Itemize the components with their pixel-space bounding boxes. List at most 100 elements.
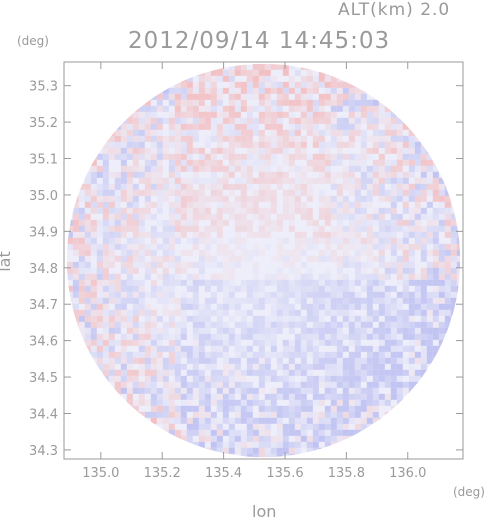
radar-cell — [174, 183, 181, 190]
radar-cell — [198, 255, 205, 262]
radar-cell — [378, 141, 385, 148]
radar-cell — [450, 237, 457, 244]
radar-cell — [342, 309, 349, 316]
radar-cell — [90, 201, 97, 208]
radar-cell — [426, 189, 433, 196]
radar-cell — [378, 189, 385, 196]
radar-cell — [348, 303, 355, 310]
radar-cell — [144, 267, 151, 274]
radar-cell — [282, 321, 289, 328]
x-axis-unit: (deg) — [453, 485, 485, 499]
radar-cell — [348, 339, 355, 346]
radar-cell — [348, 387, 355, 394]
radar-cell — [282, 435, 289, 442]
radar-cell — [324, 99, 331, 106]
radar-cell — [222, 171, 229, 178]
radar-cell — [336, 327, 343, 334]
radar-cell — [282, 201, 289, 208]
radar-cell — [228, 363, 235, 370]
radar-cell — [102, 327, 109, 334]
radar-cell — [252, 327, 259, 334]
radar-cell — [372, 387, 379, 394]
radar-cell — [372, 111, 379, 118]
radar-cell — [300, 369, 307, 376]
radar-cell — [114, 291, 121, 298]
radar-cell — [180, 189, 187, 196]
radar-cell — [288, 135, 295, 142]
radar-cell — [312, 237, 319, 244]
radar-cell — [396, 237, 403, 244]
radar-cell — [108, 129, 115, 136]
radar-cell — [408, 207, 415, 214]
radar-cell — [186, 135, 193, 142]
radar-cell — [258, 303, 265, 310]
radar-cell — [306, 189, 313, 196]
radar-cell — [150, 399, 157, 406]
radar-cell — [282, 303, 289, 310]
radar-cell — [420, 249, 427, 256]
radar-cell — [354, 351, 361, 358]
radar-cell — [294, 345, 301, 352]
radar-cell — [252, 387, 259, 394]
radar-cell — [342, 303, 349, 310]
radar-cell — [246, 423, 253, 430]
radar-cell — [360, 429, 367, 436]
radar-cell — [330, 411, 337, 418]
radar-cell — [222, 261, 229, 268]
radar-cell — [204, 387, 211, 394]
radar-cell — [246, 351, 253, 358]
radar-cell — [102, 225, 109, 232]
radar-cell — [192, 117, 199, 124]
radar-cell — [360, 327, 367, 334]
radar-cell — [294, 81, 301, 88]
radar-cell — [234, 81, 241, 88]
radar-cell — [342, 123, 349, 130]
radar-cell — [180, 153, 187, 160]
radar-cell — [180, 129, 187, 136]
radar-cell — [222, 177, 229, 184]
radar-cell — [312, 75, 319, 82]
radar-cell — [330, 129, 337, 136]
radar-cell — [156, 411, 163, 418]
radar-cell — [156, 135, 163, 142]
radar-cell — [294, 249, 301, 256]
radar-cell — [300, 207, 307, 214]
radar-cell — [204, 123, 211, 130]
radar-cell — [90, 231, 97, 238]
radar-cell — [354, 201, 361, 208]
radar-cell — [366, 309, 373, 316]
radar-cell — [372, 315, 379, 322]
radar-cell — [174, 141, 181, 148]
radar-cell — [372, 279, 379, 286]
radar-cell — [78, 231, 85, 238]
radar-cell — [66, 297, 73, 304]
radar-cell — [168, 111, 175, 118]
radar-cell — [390, 345, 397, 352]
radar-cell — [258, 381, 265, 388]
radar-cell — [168, 237, 175, 244]
radar-cell — [126, 375, 133, 382]
radar-cell — [174, 225, 181, 232]
radar-cell — [300, 141, 307, 148]
radar-cell — [216, 399, 223, 406]
radar-cell — [126, 117, 133, 124]
radar-cell — [186, 303, 193, 310]
radar-cell — [126, 333, 133, 340]
radar-cell — [228, 357, 235, 364]
radar-cell — [138, 321, 145, 328]
radar-cell — [186, 153, 193, 160]
radar-cell — [150, 267, 157, 274]
radar-cell — [216, 249, 223, 256]
radar-cell — [318, 189, 325, 196]
radar-cell — [216, 375, 223, 382]
radar-cell — [138, 129, 145, 136]
radar-cell — [318, 393, 325, 400]
radar-cell — [378, 117, 385, 124]
radar-cell — [162, 153, 169, 160]
radar-cell — [150, 189, 157, 196]
radar-cell — [312, 303, 319, 310]
radar-cell — [234, 399, 241, 406]
radar-cell — [348, 183, 355, 190]
radar-cell — [96, 303, 103, 310]
radar-cell — [108, 273, 115, 280]
